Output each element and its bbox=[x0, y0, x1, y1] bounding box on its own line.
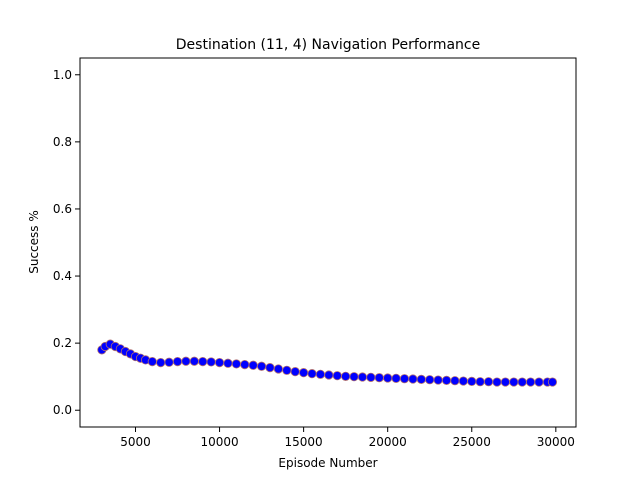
data-point bbox=[391, 373, 401, 383]
x-axis: 5000 10000 15000 20000 25000 30000 bbox=[120, 427, 575, 449]
data-point bbox=[147, 356, 157, 367]
data-point bbox=[265, 363, 275, 373]
x-tick-label: 20000 bbox=[369, 435, 407, 449]
data-point bbox=[156, 357, 166, 368]
y-tick-label: 0.6 bbox=[53, 202, 72, 216]
x-tick-label: 25000 bbox=[453, 435, 491, 449]
data-point bbox=[206, 357, 216, 367]
data-point bbox=[467, 376, 477, 386]
data-point bbox=[450, 376, 460, 386]
y-tick-label: 0.0 bbox=[53, 403, 72, 417]
y-tick-label: 0.8 bbox=[53, 135, 72, 149]
data-point bbox=[172, 356, 183, 367]
data-point bbox=[408, 374, 418, 384]
data-point bbox=[256, 361, 267, 371]
y-tick-label: 0.2 bbox=[53, 336, 72, 350]
data-point bbox=[416, 374, 426, 384]
data-point bbox=[332, 371, 342, 381]
data-point bbox=[483, 377, 494, 387]
scatter-points bbox=[97, 339, 558, 387]
data-point bbox=[425, 375, 435, 385]
data-point bbox=[324, 370, 334, 380]
data-point bbox=[341, 371, 351, 381]
data-point bbox=[198, 356, 208, 367]
data-point bbox=[399, 374, 410, 384]
data-point bbox=[164, 357, 174, 367]
plot-frame bbox=[79, 57, 577, 428]
data-point bbox=[383, 373, 393, 383]
data-point bbox=[509, 377, 519, 387]
y-axis-label: Success % bbox=[27, 210, 41, 274]
data-point bbox=[240, 360, 250, 370]
x-tick-label: 5000 bbox=[120, 435, 151, 449]
data-point bbox=[214, 357, 225, 368]
data-point bbox=[299, 368, 309, 378]
data-point bbox=[525, 377, 536, 387]
data-point bbox=[349, 372, 359, 382]
data-point bbox=[517, 377, 527, 387]
data-point bbox=[181, 356, 191, 366]
x-axis-label: Episode Number bbox=[278, 456, 377, 470]
data-point bbox=[441, 375, 452, 385]
y-axis: 0.0 0.2 0.4 0.6 0.8 1.0 bbox=[53, 68, 80, 417]
y-tick-label: 1.0 bbox=[53, 68, 72, 82]
data-point bbox=[282, 365, 292, 375]
data-point bbox=[315, 369, 326, 379]
data-point bbox=[475, 377, 485, 387]
data-point bbox=[366, 372, 376, 382]
data-point bbox=[248, 360, 258, 370]
data-point bbox=[458, 376, 468, 386]
data-point bbox=[433, 375, 443, 385]
data-point bbox=[273, 364, 283, 374]
data-point bbox=[307, 369, 317, 379]
data-point bbox=[534, 377, 544, 387]
data-point bbox=[500, 377, 510, 387]
x-tick-label: 30000 bbox=[537, 435, 575, 449]
data-point bbox=[547, 377, 558, 387]
data-point bbox=[492, 377, 502, 387]
y-tick-label: 0.4 bbox=[53, 269, 72, 283]
data-point bbox=[357, 372, 368, 382]
data-point bbox=[189, 356, 199, 366]
data-point bbox=[223, 358, 233, 368]
data-point bbox=[290, 367, 300, 377]
x-tick-label: 10000 bbox=[200, 435, 238, 449]
x-tick-label: 15000 bbox=[285, 435, 323, 449]
data-point bbox=[374, 373, 384, 383]
chart-title: Destination (11, 4) Navigation Performan… bbox=[176, 37, 480, 53]
data-point bbox=[231, 359, 241, 369]
